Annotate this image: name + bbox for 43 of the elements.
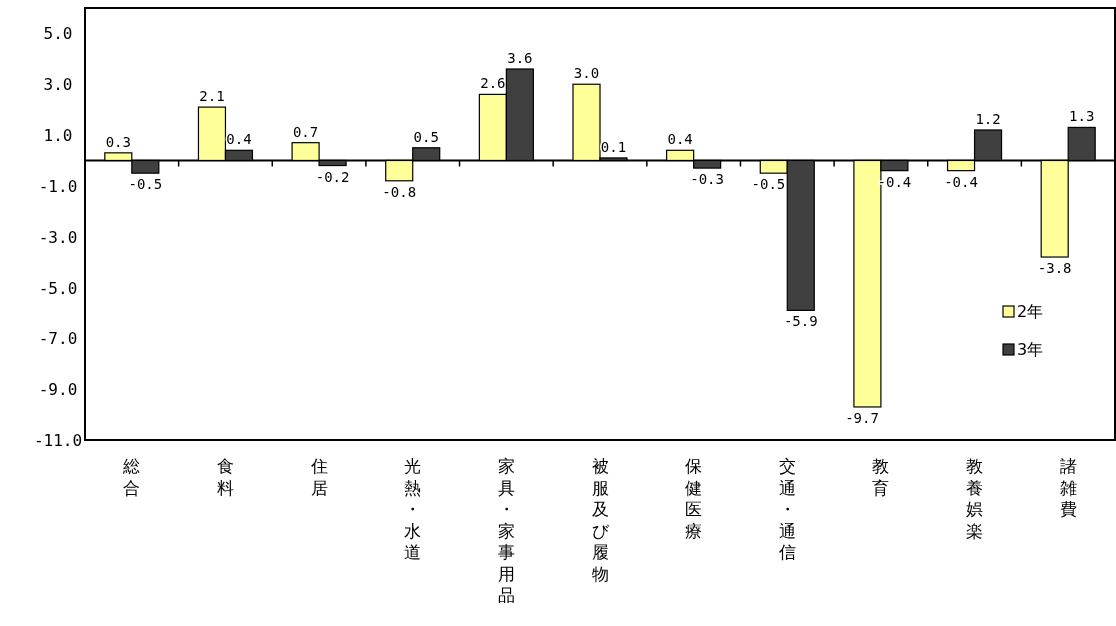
data-label: 0.3 bbox=[105, 133, 131, 150]
legend-label: 2年 bbox=[1017, 302, 1044, 321]
y-tick-label: -9.0 bbox=[38, 380, 78, 400]
x-tick-label: 総合 bbox=[122, 456, 141, 498]
data-label: 0.4 bbox=[667, 131, 693, 148]
data-label: 0.5 bbox=[413, 128, 439, 145]
x-tick-label: 被服及び履物 bbox=[591, 456, 610, 584]
x-tick-label: 交通・通信 bbox=[778, 456, 796, 562]
data-label: -0.5 bbox=[751, 176, 786, 193]
data-label: 0.4 bbox=[226, 131, 252, 148]
y-tick-label: 1.0 bbox=[43, 126, 73, 146]
y-tick-label: 3.0 bbox=[43, 75, 73, 95]
x-tick-label: 教育 bbox=[872, 456, 890, 498]
x-tick-label: 保健医療 bbox=[685, 456, 703, 541]
data-label: 0.1 bbox=[600, 138, 627, 155]
y-tick-label: 5.0 bbox=[43, 24, 73, 44]
x-tick-label: 教養娯楽 bbox=[966, 456, 984, 541]
data-label: 1.3 bbox=[1069, 108, 1095, 125]
data-label: -3.8 bbox=[1037, 260, 1072, 277]
data-label: -0.3 bbox=[690, 171, 724, 188]
data-label: 3.0 bbox=[573, 65, 600, 82]
data-label: 2.6 bbox=[480, 75, 506, 92]
data-label: -0.4 bbox=[944, 173, 978, 190]
x-tick-label: 光熱・水道 bbox=[404, 456, 422, 562]
y-tick-label: -7.0 bbox=[38, 329, 78, 349]
y-tick-label: -1.0 bbox=[38, 176, 78, 196]
data-label: 0.7 bbox=[292, 123, 319, 140]
y-tick-label: -3.0 bbox=[38, 227, 78, 247]
x-tick-label: 住居 bbox=[309, 456, 328, 498]
data-label: -5.9 bbox=[783, 313, 818, 330]
data-label: 2.1 bbox=[199, 88, 225, 105]
y-tick-label: -5.0 bbox=[38, 278, 78, 298]
data-label: -0.2 bbox=[315, 168, 350, 185]
data-label: -9.7 bbox=[845, 409, 879, 426]
x-tick-label: 食料 bbox=[216, 456, 234, 498]
x-tick-label: 諸雑費 bbox=[1059, 456, 1077, 519]
data-label: -0.5 bbox=[128, 176, 163, 193]
data-label: 1.2 bbox=[975, 110, 1001, 127]
data-label: 3.6 bbox=[507, 49, 533, 66]
data-label: -0.8 bbox=[382, 183, 417, 200]
y-tick-label: -11.0 bbox=[33, 431, 83, 450]
x-tick-label: 家具・家事用品 bbox=[497, 456, 515, 605]
legend-label: 3年 bbox=[1017, 340, 1044, 359]
